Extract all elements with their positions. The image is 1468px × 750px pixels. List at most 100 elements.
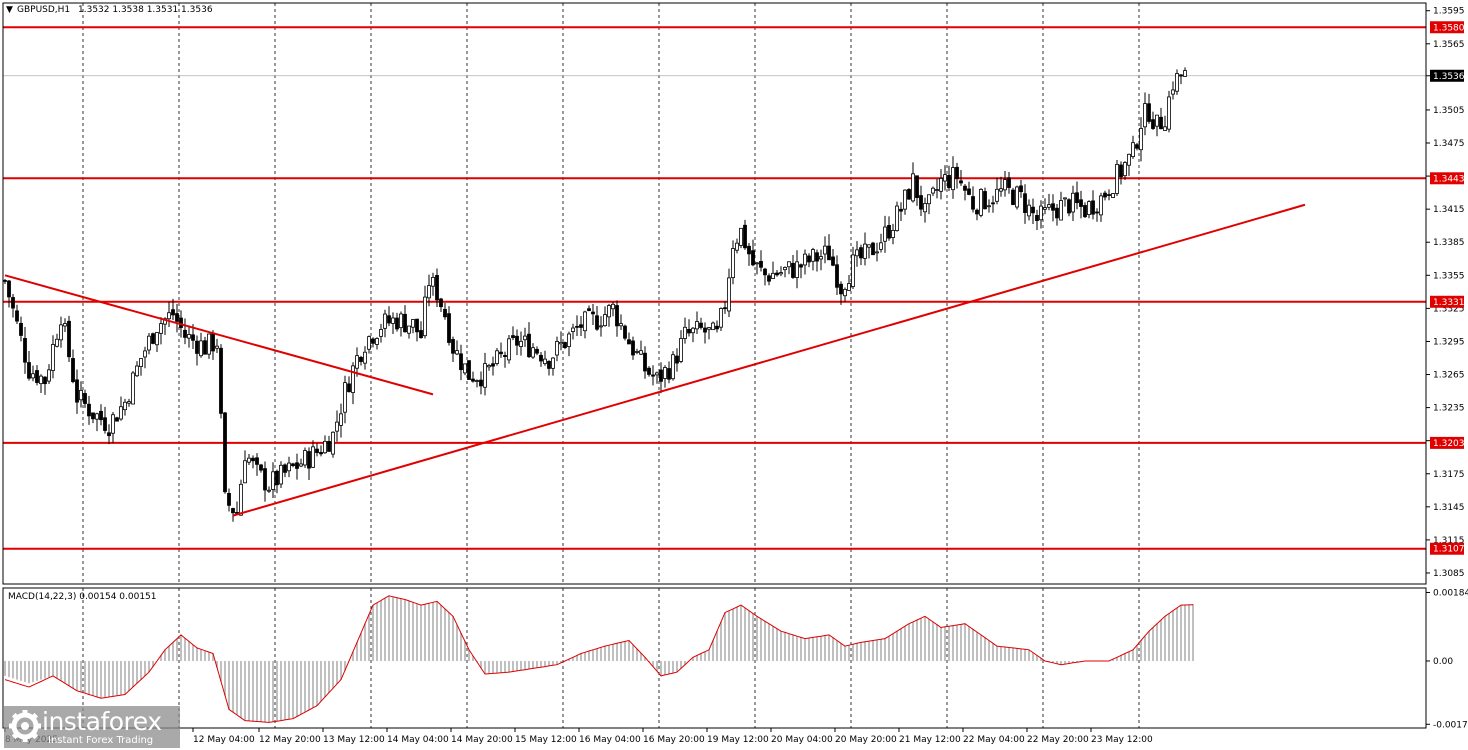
candle-bear [651, 374, 655, 377]
candle-bear [327, 441, 331, 452]
candle-bull [351, 365, 355, 393]
candle-bull [995, 188, 999, 202]
candle-bear [1147, 103, 1151, 122]
candle-bull [299, 463, 303, 467]
candle-bear [11, 297, 15, 309]
candle-bull [483, 363, 487, 388]
trendline-ascending [232, 203, 1306, 517]
price-tick-label: 1.3385 [1433, 238, 1465, 248]
current-price-badge [1430, 69, 1464, 82]
candle-bull [951, 167, 955, 191]
candle-bear [763, 268, 767, 276]
candle-bull [383, 313, 387, 329]
price-tick-label: 1.3325 [1433, 304, 1465, 314]
candle-bull [603, 314, 607, 327]
symbol-arrow-icon[interactable]: ▼ [6, 5, 13, 15]
logo-brand: instaforex [42, 707, 162, 736]
level-badge [1430, 542, 1464, 555]
candle-bear [67, 320, 71, 358]
price-axis: 1.35951.35651.35361.35051.34751.34451.34… [1426, 7, 1468, 730]
candle-bear [503, 355, 507, 357]
candle-bull [495, 350, 499, 364]
candle-bear [1107, 194, 1111, 196]
candle-bear [395, 317, 399, 330]
candle-bear [859, 247, 863, 259]
candle-bear [1159, 116, 1163, 130]
candle-bull [851, 254, 855, 287]
time-tick-label: 16 May 20:00 [643, 735, 705, 745]
candle-bull [1131, 142, 1135, 157]
macd-panel-frame [2, 587, 1427, 729]
candle-bear [887, 225, 891, 239]
candle-bull [1015, 186, 1019, 208]
candle-bear [419, 330, 423, 339]
candle-bear [575, 325, 579, 328]
candle-bull [311, 446, 315, 468]
candle-bear [743, 224, 747, 249]
macd-signal-line [4, 595, 1194, 723]
candle-bear [479, 379, 483, 387]
macd-panel [4, 595, 1194, 723]
candle-bull [1047, 204, 1051, 208]
candle-bear [151, 333, 155, 344]
candle-bear [447, 313, 451, 343]
candle-bear [451, 339, 455, 354]
candle-bull [567, 333, 571, 347]
candle-bull [271, 471, 275, 490]
candle-bull [139, 358, 143, 367]
candle-bear [1031, 206, 1035, 214]
candle-bull [735, 242, 739, 251]
macd-header: MACD(14,22,3) 0.00154 0.00151 [8, 592, 157, 602]
candle-bear [547, 360, 551, 369]
candle-bull [1027, 204, 1031, 217]
candle-bull [1115, 164, 1119, 194]
price-tick-label: 1.3145 [1433, 503, 1465, 513]
candle-bull [1039, 205, 1043, 221]
candle-bull [63, 323, 67, 327]
candle-bear [471, 378, 475, 382]
candle-bull [655, 372, 659, 376]
candle-bear [579, 324, 583, 328]
candle-bear [971, 196, 975, 210]
candle-bull [755, 262, 759, 265]
candle-bull [727, 277, 731, 312]
price-tick-label: 1.3355 [1433, 271, 1465, 281]
candle-bull [303, 450, 307, 466]
candle-bear [595, 315, 599, 330]
candle-bull [819, 256, 823, 260]
candle-bull [487, 365, 491, 368]
candle-bull [559, 341, 563, 345]
candle-bull [243, 460, 247, 484]
candle-bull [1063, 197, 1067, 200]
price-tick-label: 1.3115 [1433, 536, 1465, 546]
candle-bull [391, 317, 395, 324]
candle-bull [607, 305, 611, 318]
price-tick-label: 1.3595 [1433, 7, 1465, 17]
candle-bear [835, 264, 839, 288]
candle-bull [475, 380, 479, 382]
candle-bull [999, 188, 1003, 192]
candle-bull [335, 421, 339, 432]
price-tick-label: 1.3085 [1433, 569, 1465, 579]
candle-bull [1071, 192, 1075, 213]
candle-bear [27, 362, 31, 379]
candle-bear [291, 463, 295, 466]
time-tick-label: 15 May 12:00 [515, 735, 577, 745]
candle-bull [431, 277, 435, 287]
candle-bear [791, 262, 795, 278]
candle-bear [1135, 144, 1139, 149]
candle-bull [95, 413, 99, 420]
candle-bear [631, 340, 635, 356]
candle-bull [39, 375, 43, 385]
candle-bull [1163, 126, 1167, 131]
price-tick-label: 1.3415 [1433, 205, 1465, 215]
candle-bull [427, 285, 431, 299]
candle-bear [107, 432, 111, 437]
candle-bull [375, 338, 379, 345]
candle-bear [827, 245, 831, 261]
candle-bull [855, 249, 859, 257]
candle-bull [811, 249, 815, 262]
candle-bull [683, 326, 687, 339]
candle-bear [255, 457, 259, 465]
candle-bull [551, 357, 555, 369]
